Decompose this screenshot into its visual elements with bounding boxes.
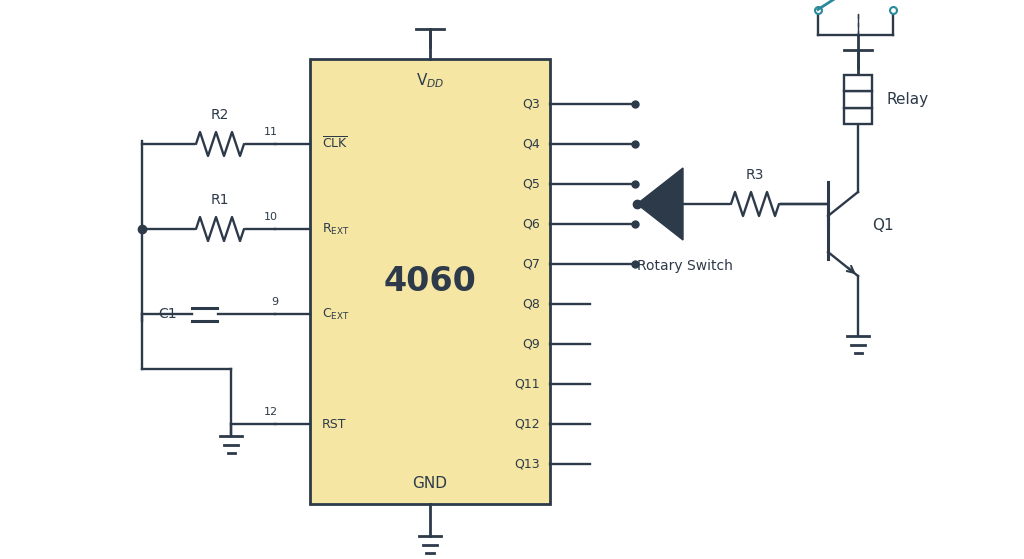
Text: 12: 12 (264, 407, 278, 417)
Text: R2: R2 (211, 108, 229, 122)
Text: 10: 10 (264, 212, 278, 222)
Bar (844, 91, 872, 107)
Text: Q13: Q13 (514, 457, 540, 471)
Text: Q7: Q7 (522, 258, 540, 271)
Text: Q4: Q4 (522, 138, 540, 150)
Text: 9: 9 (271, 297, 278, 307)
Text: GND: GND (413, 476, 447, 491)
Text: Q5: Q5 (522, 178, 540, 191)
Text: Q1: Q1 (872, 219, 894, 234)
Text: C1: C1 (159, 307, 177, 321)
Text: Q12: Q12 (514, 418, 540, 430)
Text: 4060: 4060 (384, 265, 476, 298)
Bar (844, 107, 872, 124)
Text: R$_{\mathrm{EXT}}$: R$_{\mathrm{EXT}}$ (322, 221, 349, 236)
Text: V$_{DD}$: V$_{DD}$ (416, 72, 444, 91)
Text: Q8: Q8 (522, 297, 540, 310)
Polygon shape (637, 168, 683, 240)
Text: R3: R3 (745, 168, 764, 182)
Text: Q3: Q3 (522, 97, 540, 111)
Text: R1: R1 (211, 193, 229, 207)
Text: Rotary Switch: Rotary Switch (637, 259, 733, 273)
Text: 11: 11 (264, 127, 278, 137)
Text: Q6: Q6 (522, 217, 540, 230)
Text: C$_{\mathrm{EXT}}$: C$_{\mathrm{EXT}}$ (322, 306, 350, 321)
Text: Q9: Q9 (522, 338, 540, 350)
Bar (844, 74, 872, 91)
Bar (310, 59, 550, 504)
Text: $\overline{\mathrm{CLK}}$: $\overline{\mathrm{CLK}}$ (322, 136, 348, 151)
Text: RST: RST (322, 418, 346, 430)
Text: Q11: Q11 (514, 377, 540, 391)
Text: Relay: Relay (886, 92, 928, 107)
